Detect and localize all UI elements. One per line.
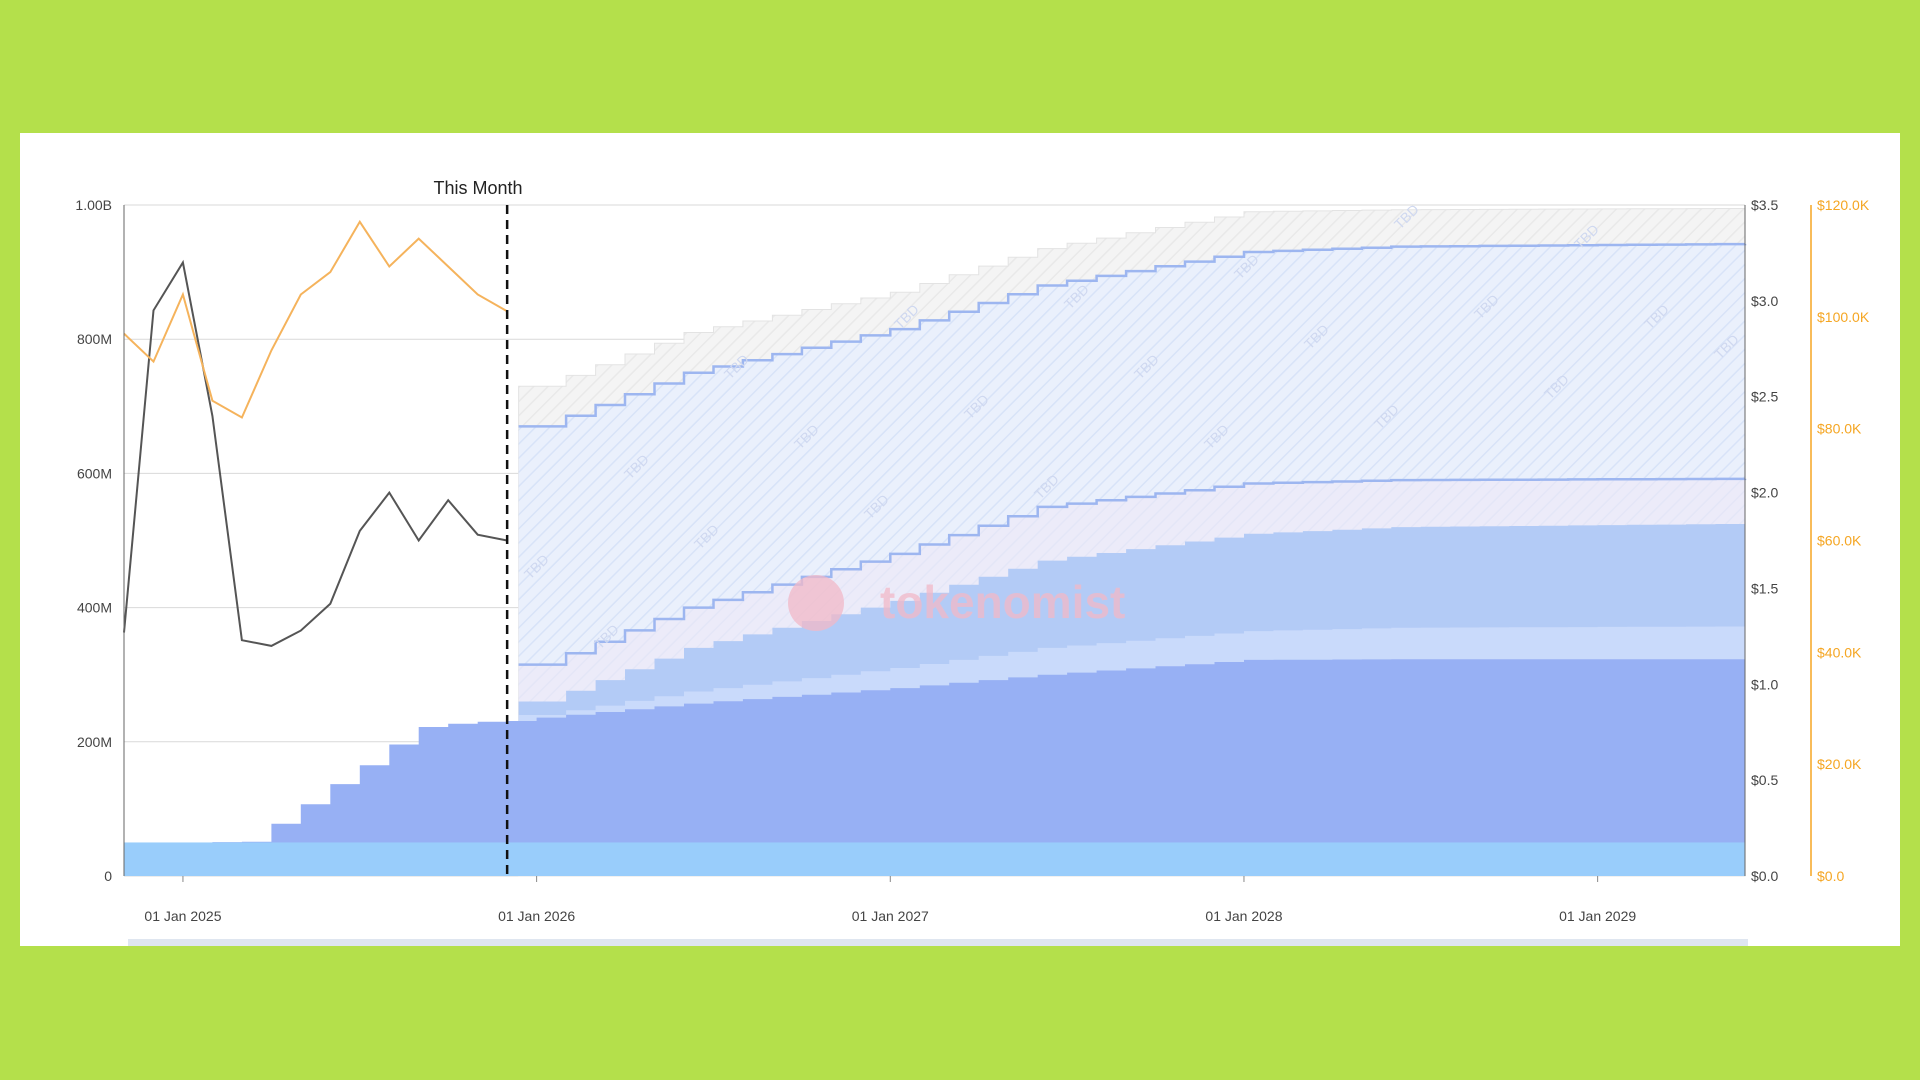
price-tick-label: $2.5 xyxy=(1751,389,1778,405)
volume-tick-label: $60.0K xyxy=(1817,533,1862,549)
projected-lower-outline xyxy=(518,477,1747,666)
price-tick-label: $0.5 xyxy=(1751,772,1778,788)
volume-tick-label: $100.0K xyxy=(1817,309,1870,325)
x-tick-label: 01 Jan 2028 xyxy=(1205,908,1282,924)
volume-tick-label: $40.0K xyxy=(1817,644,1862,660)
x-tick-label: 01 Jan 2026 xyxy=(498,908,575,924)
volume-tick-label: $120.0K xyxy=(1817,197,1870,213)
price-volume-lines xyxy=(123,219,508,647)
left-tick-label: 800M xyxy=(77,331,112,347)
x-axis-ticks: 01 Jan 2025 01 Jan 2026 01 Jan 2027 01 Jan … xyxy=(144,876,1636,924)
left-tick-label: 400M xyxy=(77,600,112,616)
left-axis-ticks: 0 200M 400M 600M 800M 1.00B xyxy=(75,197,112,884)
watermark-text: tokenomist xyxy=(880,576,1125,628)
watermark-logo xyxy=(788,575,844,631)
unlocked-supply-area xyxy=(124,659,1745,876)
price-tick-label: $1.5 xyxy=(1751,580,1778,596)
volume-tick-label: $80.0K xyxy=(1817,421,1862,437)
base-allocation-area xyxy=(124,842,1745,876)
supply-areas xyxy=(124,208,1747,877)
watermark: tokenomist xyxy=(788,575,1125,631)
left-tick-label: 600M xyxy=(77,465,112,481)
x-tick-label: 01 Jan 2027 xyxy=(852,908,929,924)
volume-tick-label: $20.0K xyxy=(1817,756,1862,772)
left-tick-label: 0 xyxy=(104,868,112,884)
price-tick-label: $2.0 xyxy=(1751,485,1778,501)
price-tick-label: $3.0 xyxy=(1751,293,1778,309)
price-tick-label: $0.0 xyxy=(1751,868,1778,884)
left-tick-label: 1.00B xyxy=(75,197,112,213)
this-month-label: This Month xyxy=(433,178,522,198)
volume-tick-label: $0.0 xyxy=(1817,868,1844,884)
price-axis-ticks: $0.0 $0.5 $1.0 $1.5 $2.0 $2.5 $3.0 $3.5 xyxy=(1751,197,1778,884)
volume-line xyxy=(123,219,508,419)
price-tick-label: $1.0 xyxy=(1751,676,1778,692)
range-navigator[interactable] xyxy=(128,939,1748,946)
x-tick-label: 01 Jan 2025 xyxy=(144,908,221,924)
price-tick-label: $3.5 xyxy=(1751,197,1778,213)
x-tick-label: 01 Jan 2029 xyxy=(1559,908,1636,924)
price-line xyxy=(123,259,508,647)
volume-axis-ticks: $0.0 $20.0K $40.0K $60.0K $80.0K $100.0K $120.… xyxy=(1817,197,1870,884)
projected-upper-outline xyxy=(518,242,1747,428)
left-tick-label: 200M xyxy=(77,734,112,750)
